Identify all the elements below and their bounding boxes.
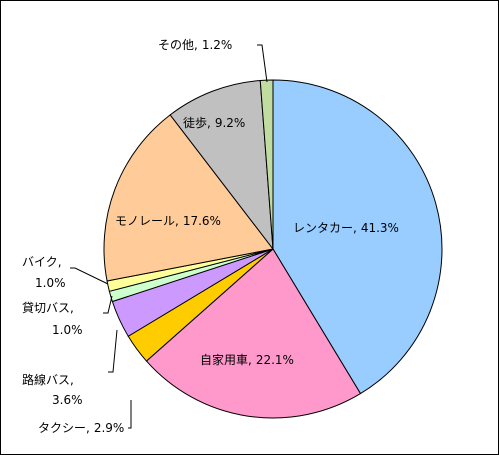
value-label: 1.0% — [35, 276, 66, 290]
value-label: 1.0% — [52, 323, 83, 337]
value-label: 1.2% — [202, 38, 233, 52]
pie-slice — [145, 248, 362, 419]
value-label: 41.3% — [361, 221, 399, 235]
slice-label: 路線バス, 3.6% — [22, 372, 83, 407]
slice-label: タクシー, 2.9% — [38, 421, 124, 435]
value-label: 17.6% — [183, 214, 221, 228]
slice-label: 徒歩, 9.2% — [183, 115, 245, 130]
category-label: 自家用車, — [200, 352, 252, 367]
category-label: 徒歩, — [183, 115, 211, 130]
category-label: モノレール, — [115, 214, 179, 228]
pie-slice — [272, 79, 443, 395]
value-label: 2.9% — [94, 421, 125, 435]
value-label: 3.6% — [52, 393, 83, 407]
slice-label: 自家用車, 22.1% — [200, 352, 294, 367]
slice-label: モノレール, 17.6% — [115, 214, 221, 228]
category-label: レンタカー, — [293, 221, 357, 235]
leader-line — [108, 329, 118, 373]
leader-line — [128, 400, 132, 429]
leader-line — [70, 267, 109, 285]
category-label: 貸切バス, — [22, 300, 74, 315]
category-label: タクシー, — [38, 421, 90, 435]
leader-line — [103, 295, 113, 314]
pie-slice — [103, 114, 274, 282]
leader-line — [257, 44, 268, 83]
slice-label: その他, 1.2% — [158, 38, 232, 52]
pie-slice — [169, 79, 274, 251]
slice-label: レンタカー, 41.3% — [293, 221, 399, 235]
value-label: 9.2% — [215, 116, 246, 130]
value-label: 22.1% — [256, 353, 294, 367]
slice-label: バイク, 1.0% — [22, 255, 66, 290]
category-label: その他, — [158, 38, 198, 52]
slice-label: 貸切バス, 1.0% — [22, 300, 83, 337]
category-label: 路線バス, — [22, 372, 74, 387]
category-label: バイク, — [22, 255, 62, 269]
